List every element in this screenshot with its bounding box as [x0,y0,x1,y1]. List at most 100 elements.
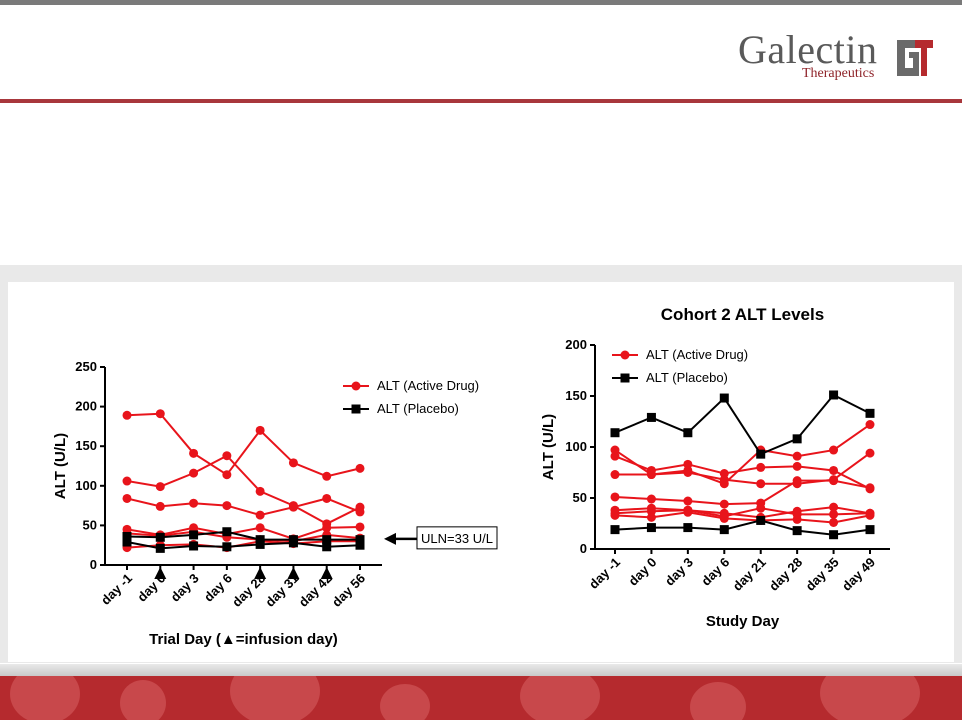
data-point-active [355,522,365,532]
series-line-active-5 [614,511,871,524]
data-point-placebo [610,525,620,535]
data-point-active [829,476,839,486]
data-point-placebo [756,449,766,459]
data-point-placebo [255,535,265,545]
data-point-active [683,496,693,506]
data-point-active [122,493,132,503]
legend-label-active: ALT (Active Drug) [377,378,479,393]
data-point-active [189,468,199,478]
data-point-placebo [155,543,165,553]
x-axis-title: Study Day [706,613,780,630]
y-tick-label: 200 [565,337,587,352]
infusion-day-marker [320,567,333,579]
series-line-active-2 [126,497,361,517]
data-point-active [683,505,693,515]
data-point-active [683,459,693,469]
data-point-active [756,462,766,472]
data-point-placebo [322,542,332,552]
data-point-active [829,517,839,527]
data-point-placebo [829,530,839,540]
y-tick-label: 0 [90,557,97,572]
data-point-active [719,511,729,521]
x-tick-label: day 49 [839,555,878,594]
series-line-active-1 [614,455,871,490]
data-point-active [255,510,265,520]
data-point-placebo [610,428,620,438]
x-tick-label: day 3 [662,555,696,589]
series-line-placebo-7 [614,393,871,456]
data-point-active [355,507,365,517]
data-point-placebo [155,532,165,542]
header-divider [0,99,962,103]
series-line-active-1 [126,454,361,525]
data-point-active [683,468,693,477]
uln-annotation-label: ULN=33 U/L [421,531,493,546]
series-line-placebo-7 [126,541,361,550]
x-tick-label: day 35 [802,555,841,594]
data-point-active [155,482,165,492]
data-point-placebo [756,515,766,525]
data-point-active [255,523,265,533]
data-point-active [122,410,132,420]
series-line-active-4 [614,506,871,519]
data-point-active [646,494,656,504]
data-point-placebo [646,523,656,533]
data-point-placebo [792,434,802,444]
y-tick-label: 0 [580,541,587,556]
legend-label-placebo: ALT (Placebo) [646,370,728,385]
data-point-active [155,409,165,419]
x-tick-label: day 6 [698,555,732,589]
y-axis-title: ALT (U/L) [52,433,69,499]
data-point-active [288,502,298,512]
x-tick-label: day 0 [625,555,659,589]
data-point-active [719,475,729,485]
uln-arrow-head [384,532,396,545]
data-point-active [756,479,766,489]
company-logo: Galectin Therapeutics [738,27,938,82]
data-point-placebo [646,412,656,422]
data-point-active [355,463,365,473]
y-axis-title: ALT (U/L) [540,414,557,480]
data-point-active [756,503,766,513]
data-point-active [865,508,875,518]
y-tick-label: 100 [75,478,97,493]
x-tick-label: day -1 [586,555,623,592]
data-point-active [222,501,232,511]
data-point-active [189,448,199,458]
data-point-placebo [222,542,232,552]
data-point-active [829,445,839,455]
y-tick-label: 150 [75,438,97,453]
data-point-active [122,476,132,486]
y-tick-label: 250 [75,359,97,374]
logo-subtitle: Therapeutics [802,66,875,81]
data-point-active [792,509,802,519]
y-tick-label: 150 [565,388,587,403]
data-point-active [865,483,875,493]
data-point-active [189,498,199,508]
data-point-active [719,499,729,509]
data-point-placebo [355,535,365,545]
data-point-placebo [322,535,332,545]
y-tick-label: 50 [573,490,587,505]
data-point-active [610,470,620,480]
footer-shadow [0,664,962,676]
data-point-placebo [255,539,265,549]
legend-marker-active [620,350,630,360]
data-point-placebo [122,537,132,547]
data-point-placebo [288,538,298,548]
data-point-placebo [719,525,729,535]
data-point-active [222,470,232,480]
series-line-placebo-6 [126,530,360,541]
legend-label-active: ALT (Active Drug) [646,347,748,362]
infusion-day-marker [154,567,167,579]
data-point-active [646,470,656,480]
data-point-active [829,509,839,519]
data-point-active [646,506,656,516]
data-point-active [255,425,265,435]
data-point-active [792,476,802,486]
infusion-day-marker [254,567,267,579]
data-point-placebo [683,523,693,533]
data-point-active [255,486,265,496]
top-border [0,0,962,5]
